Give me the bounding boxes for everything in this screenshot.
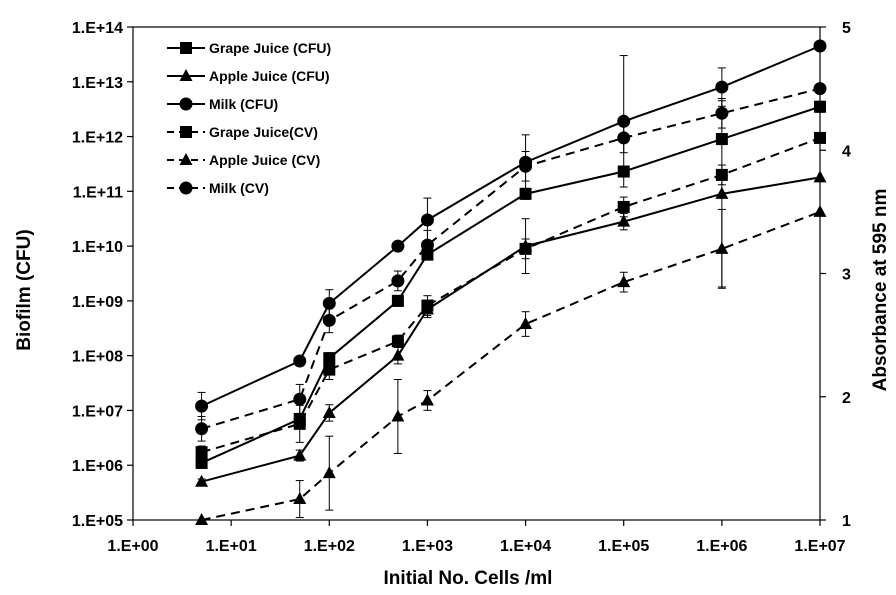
data-point [715, 168, 728, 181]
legend-marker [180, 126, 192, 138]
legend-label: Apple Juice (CFU) [209, 68, 330, 84]
data-point [420, 238, 434, 252]
y-tick-label-left: 1.E+09 [72, 294, 123, 311]
data-point [421, 299, 434, 312]
legend-label: Apple Juice (CV) [209, 152, 320, 168]
y-tick-label-right: 5 [842, 20, 851, 37]
data-point [391, 335, 404, 348]
data-point [813, 39, 827, 53]
data-point [293, 417, 306, 430]
y-tick-label-left: 1.E+06 [72, 458, 123, 475]
y-tick-label-right: 3 [842, 267, 851, 284]
series-milk-cv [195, 82, 827, 442]
x-tick-label: 1.E+01 [206, 538, 257, 555]
y-tick-label-left: 1.E+08 [72, 349, 123, 366]
series-line [201, 87, 821, 430]
data-point [293, 448, 307, 461]
data-point [323, 352, 336, 365]
legend: Grape Juice (CFU) Apple Juice (CFU) Milk (… [167, 40, 331, 196]
legend-marker [179, 69, 193, 81]
series-line [201, 176, 821, 483]
data-point [715, 241, 729, 254]
x-tick-label: 1.E+02 [304, 538, 355, 555]
data-point [195, 399, 209, 413]
x-tick-label: 1.E+04 [500, 538, 551, 555]
series-line [201, 45, 821, 408]
data-point [322, 296, 336, 310]
series-grape-juice-cv [195, 131, 826, 459]
data-point [617, 200, 630, 213]
data-point [391, 409, 405, 422]
data-point [195, 474, 209, 487]
series-line [201, 136, 821, 454]
x-tick-label: 1.E+06 [696, 538, 747, 555]
y-axis-label-right: Absorbance at 595 nm [870, 189, 891, 392]
data-point [195, 456, 208, 469]
y-axis-label-left: Biofilm (CFU) [14, 229, 35, 350]
data-point [195, 446, 208, 459]
data-point [813, 82, 827, 96]
y-tick-label-left: 1.E+05 [72, 513, 123, 530]
data-point [813, 170, 827, 183]
y-tick-label-right: 4 [842, 143, 851, 160]
data-point [519, 242, 532, 255]
data-point [519, 159, 533, 173]
legend-label: Milk (CV) [209, 180, 269, 196]
data-point [391, 294, 404, 307]
data-point [322, 466, 336, 479]
y-tick-label-left: 1.E+13 [72, 75, 123, 92]
data-point [813, 204, 827, 217]
legend-marker [179, 97, 193, 111]
legend-marker [179, 153, 193, 165]
data-point [293, 392, 307, 406]
legend-label: Grape Juice(CV) [209, 124, 318, 140]
data-point [715, 106, 729, 120]
data-point [519, 317, 533, 330]
data-point [322, 405, 336, 418]
data-point [617, 214, 631, 227]
x-tick-label: 1.E+03 [402, 538, 453, 555]
x-axis-label: Initial No. Cells /ml [384, 568, 553, 589]
y-tick-label-left: 1.E+07 [72, 403, 123, 420]
data-point [293, 492, 307, 505]
data-point [322, 313, 336, 327]
x-tick-label: 1.E+00 [107, 538, 158, 555]
y-tick-label-right: 1 [842, 513, 851, 530]
data-point [715, 186, 729, 199]
y-tick-label-left: 1.E+11 [73, 184, 123, 201]
y-tick-label-left: 1.E+12 [72, 130, 123, 147]
y-tick-label-left: 1.E+14 [72, 20, 123, 37]
data-point [323, 363, 336, 376]
data-point [391, 239, 405, 253]
data-point [391, 348, 405, 361]
y-tick-label-left: 1.E+10 [72, 239, 123, 256]
data-point [420, 393, 434, 406]
legend-marker [180, 42, 192, 54]
data-point [195, 513, 209, 525]
data-point [391, 274, 405, 288]
x-tick-label: 1.E+07 [794, 538, 845, 555]
data-point [420, 213, 434, 227]
data-point [814, 100, 826, 113]
y-tick-label-right: 2 [842, 390, 851, 407]
data-point [195, 422, 209, 436]
series-apple-juice-cv [195, 204, 827, 525]
x-tick-label: 1.E+05 [598, 538, 649, 555]
legend-label: Milk (CFU) [209, 96, 278, 112]
data-point [814, 131, 826, 144]
data-point [617, 275, 631, 288]
data-point [617, 114, 631, 128]
series-milk-cfu [195, 39, 827, 421]
data-point [617, 131, 631, 145]
legend-marker [179, 181, 193, 195]
legend-label: Grape Juice (CFU) [209, 40, 331, 56]
data-point [715, 80, 729, 94]
data-point [293, 354, 307, 368]
data-point [519, 187, 532, 200]
